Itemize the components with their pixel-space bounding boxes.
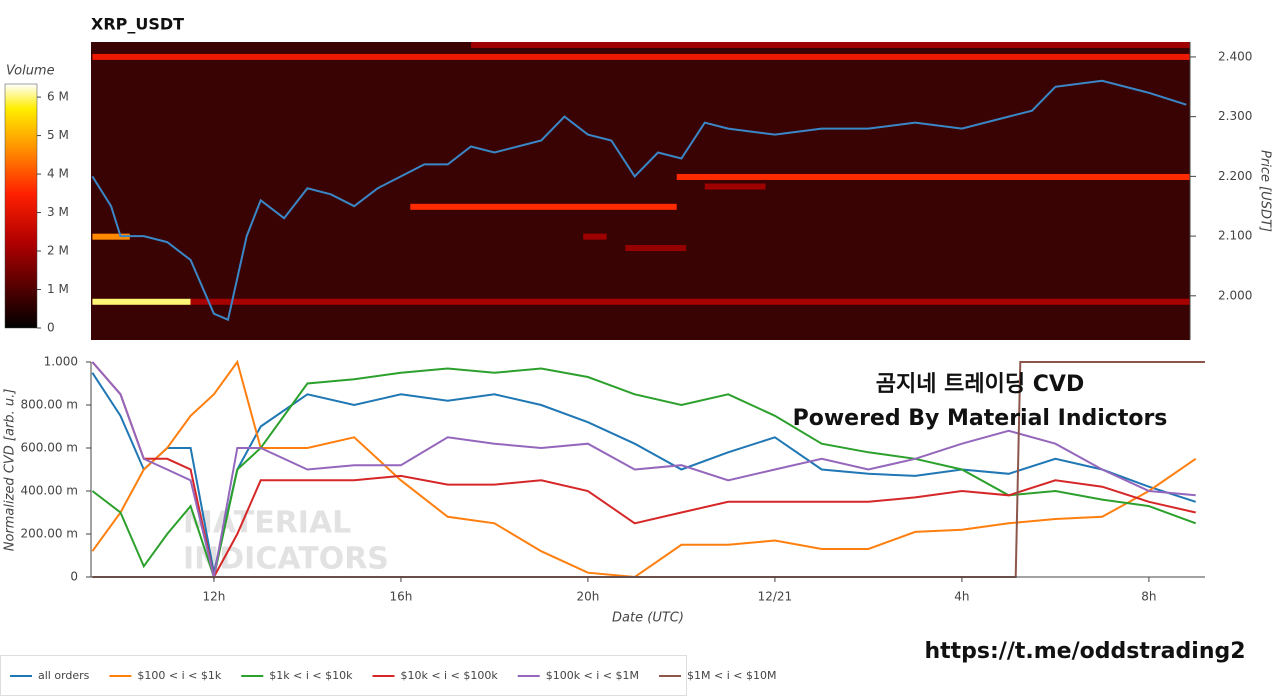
cvd-line xyxy=(91,361,1196,578)
colorbar-tick-label: 4 M xyxy=(47,167,69,181)
colorbar xyxy=(4,83,38,329)
y-tick-label: 1.000 xyxy=(44,355,78,369)
chart-layer: XRP_USDT 2.000 2.100 2.200 2.300 2.400 Price [… xyxy=(3,15,1273,683)
annotation: Powered By Material Indictors xyxy=(793,406,1168,431)
heat-level xyxy=(471,42,1190,48)
x-tick-label: 20h xyxy=(576,590,599,604)
legend-label: $100 < i < $1k xyxy=(137,669,221,682)
x-tick-label: 12h xyxy=(203,590,226,604)
legend-label: $1k < i < $10k xyxy=(269,669,353,682)
y-tick-label: 2.400 xyxy=(1218,49,1252,63)
y-tick-label: 2.000 xyxy=(1218,288,1252,302)
heat-level xyxy=(92,233,130,240)
x-axis-title: Date (UTC) xyxy=(612,611,684,626)
y-tick-label: 200.00 m xyxy=(21,527,79,541)
x-tick-label: 8h xyxy=(1141,590,1156,604)
legend-label: $10k < i < $100k xyxy=(400,669,498,682)
legend-label: $1M < i < $10M xyxy=(687,669,776,682)
heat-level xyxy=(410,203,677,210)
colorbar-tick-label: 0 xyxy=(47,321,55,335)
colorbar-title: Volume xyxy=(6,64,55,79)
heat-level xyxy=(704,183,766,190)
annotation: 곰지네 트레이딩 CVD xyxy=(876,372,1084,397)
heat-level xyxy=(190,298,1190,305)
heat-level xyxy=(625,245,687,252)
y-tick-label: 0 xyxy=(70,570,78,584)
heat-level xyxy=(92,53,1190,60)
y-tick-label: 2.300 xyxy=(1218,109,1252,123)
legend-label: all orders xyxy=(38,669,90,682)
price-line xyxy=(91,79,1187,322)
y-tick-label: 800.00 m xyxy=(21,398,79,412)
cvd-line xyxy=(91,372,1197,573)
x-tick-label: 4h xyxy=(954,590,969,604)
heat-level xyxy=(92,298,191,305)
y-axis-title: Price [USDT] xyxy=(1258,150,1273,232)
x-tick-label: 16h xyxy=(390,590,413,604)
colorbar-tick-label: 2 M xyxy=(47,244,69,258)
cvd-line xyxy=(91,360,1197,579)
legend-label: $100k < i < $1M xyxy=(546,669,639,682)
colorbar-tick-label: 6 M xyxy=(47,90,69,104)
heat-level xyxy=(583,233,607,240)
heatmap-background xyxy=(91,42,1190,340)
y-tick-label: 600.00 m xyxy=(21,441,79,455)
heat-level xyxy=(676,173,1190,180)
y-tick-label: 2.100 xyxy=(1218,229,1252,243)
colorbar-tick-label: 1 M xyxy=(47,282,69,296)
cvd-line xyxy=(91,367,1197,579)
x-tick-label: 12/21 xyxy=(758,590,793,604)
watermark: MATERIAL xyxy=(183,506,351,541)
y-tick-label: 400.00 m xyxy=(21,484,79,498)
colorbar-tick-label: 5 M xyxy=(47,128,69,142)
cvd-line xyxy=(91,361,1196,579)
y-tick-label: 2.200 xyxy=(1218,169,1252,183)
footer-link: https://t.me/oddstrading2 xyxy=(924,639,1245,664)
colorbar-tick-label: 3 M xyxy=(47,205,69,219)
chart-title: XRP_USDT xyxy=(91,15,184,34)
y-axis-title: Normalized CVD [arb. u.] xyxy=(3,389,18,552)
